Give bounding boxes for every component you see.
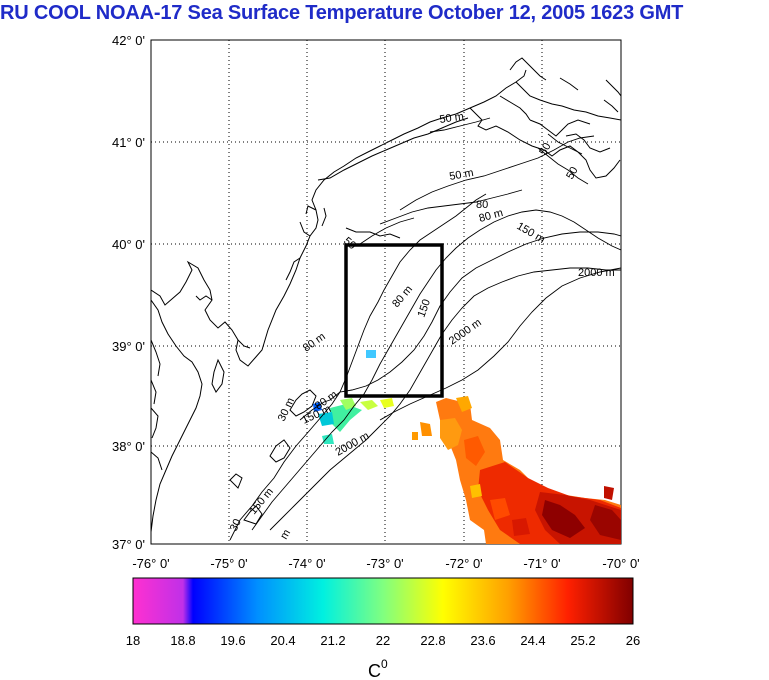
colorbar: 18 18.8 19.6 20.4 21.2 22 22.8 23.6 24.4… — [126, 577, 640, 680]
colorbar-tick-label: 22 — [376, 633, 390, 648]
lat-label: 41° 0' — [112, 135, 145, 150]
contour-label: 30 — [228, 517, 244, 533]
lat-label: 37° 0' — [112, 537, 145, 552]
colorbar-tick-label: 23.6 — [470, 633, 495, 648]
longitude-axis: -76° 0' -75° 0' -74° 0' -73° 0' -72° 0' … — [132, 556, 639, 571]
lon-label: -73° 0' — [366, 556, 403, 571]
lon-label: -74° 0' — [288, 556, 325, 571]
colorbar-tick-label: 26 — [626, 633, 640, 648]
colorbar-tick-label: 20.4 — [270, 633, 295, 648]
lat-label: 38° 0' — [112, 439, 145, 454]
lat-label: 42° 0' — [112, 33, 145, 48]
colorbar-tick-label: 24.4 — [520, 633, 545, 648]
colorbar-tick-label: 18.8 — [170, 633, 195, 648]
map-frame — [150, 39, 622, 545]
contour-label: 50 m — [448, 167, 474, 183]
lon-label: -70° 0' — [602, 556, 639, 571]
contour-label: 50 m — [439, 111, 465, 126]
latitude-axis: 42° 0' 41° 0' 40° 0' 39° 0' 38° 0' 37° 0… — [112, 33, 145, 552]
contour-label: 50 — [564, 165, 581, 182]
colorbar-tick-label: 22.8 — [420, 633, 445, 648]
colorbar-tick-label: 18 — [126, 633, 140, 648]
lon-label: -72° 0' — [445, 556, 482, 571]
sst-data-layer — [313, 350, 621, 544]
lat-label: 40° 0' — [112, 237, 145, 252]
contour-label: 50 — [537, 141, 554, 158]
colorbar-unit: C0 — [368, 657, 388, 680]
contour-label: 80 — [476, 199, 488, 211]
study-area-box — [344, 243, 444, 398]
colorbar-tick-label: 19.6 — [220, 633, 245, 648]
lon-label: -76° 0' — [132, 556, 169, 571]
lat-label: 39° 0' — [112, 339, 145, 354]
lon-label: -71° 0' — [523, 556, 560, 571]
colorbar-tick-label: 21.2 — [320, 633, 345, 648]
bathymetry-contours — [229, 117, 621, 541]
colorbar-tick-label: 25.2 — [570, 633, 595, 648]
contour-label: 150 — [416, 298, 434, 319]
lon-label: -75° 0' — [210, 556, 247, 571]
figure-title: RU COOL NOAA-17 Sea Surface Temperature … — [0, 2, 684, 24]
colorbar-gradient — [132, 577, 634, 625]
contour-label: 2000 m — [578, 267, 615, 279]
coastline — [151, 57, 621, 533]
